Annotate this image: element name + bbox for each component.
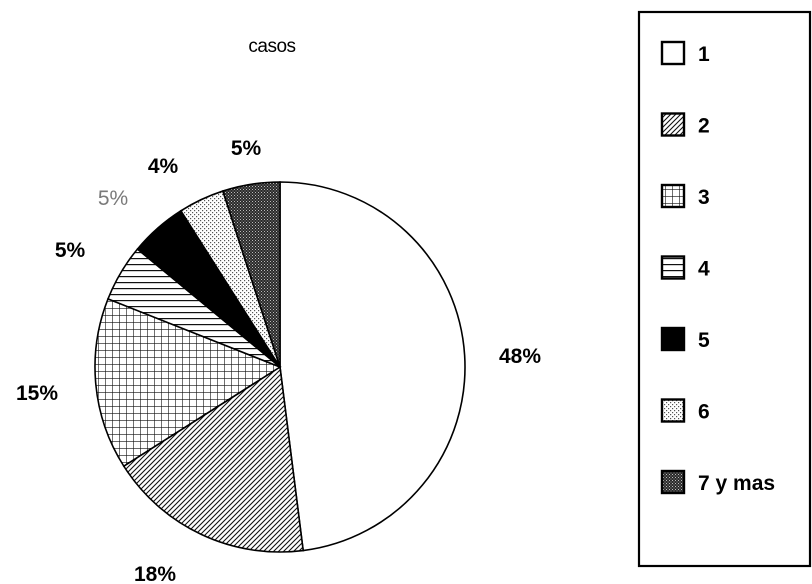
value-label-3: 15%	[16, 382, 58, 405]
legend-swatch-2	[660, 112, 686, 137]
chart-title: casos	[248, 36, 295, 57]
value-label-2: 18%	[134, 563, 176, 584]
value-label-4: 5%	[55, 239, 86, 262]
legend-label-2: 2	[698, 115, 710, 138]
legend: 1 2 3 4 5 6 7 y mas	[637, 10, 812, 568]
legend-label-7-y-mas: 7 y mas	[698, 472, 775, 495]
legend-label-1: 1	[698, 43, 710, 66]
pie-slices	[94, 181, 466, 553]
legend-label-3: 3	[698, 186, 710, 209]
value-label-6: 5%	[98, 187, 128, 210]
legend-label-5: 5	[698, 329, 710, 352]
legend-swatch-4	[660, 255, 686, 280]
legend-swatch-5	[660, 326, 686, 352]
pie-slice-7-y-mas	[221, 181, 281, 368]
pie-slice-1	[279, 181, 466, 552]
pie-slice-2	[122, 365, 305, 553]
pie-slice-3	[94, 297, 282, 468]
legend-label-4: 4	[698, 258, 710, 281]
legend-swatch-6	[660, 398, 686, 423]
legend-swatch-7-y-mas	[660, 469, 686, 495]
legend-label-6: 6	[698, 401, 710, 424]
value-label-7-y-mas: 5%	[231, 137, 262, 160]
value-label-1: 48%	[499, 345, 541, 368]
legend-swatch-3	[660, 183, 686, 209]
legend-swatch-1	[660, 40, 686, 66]
pie-value-labels: 48% 18% 15% 5% 4% 5% 5%	[16, 137, 541, 584]
value-label-5: 4%	[148, 155, 179, 178]
